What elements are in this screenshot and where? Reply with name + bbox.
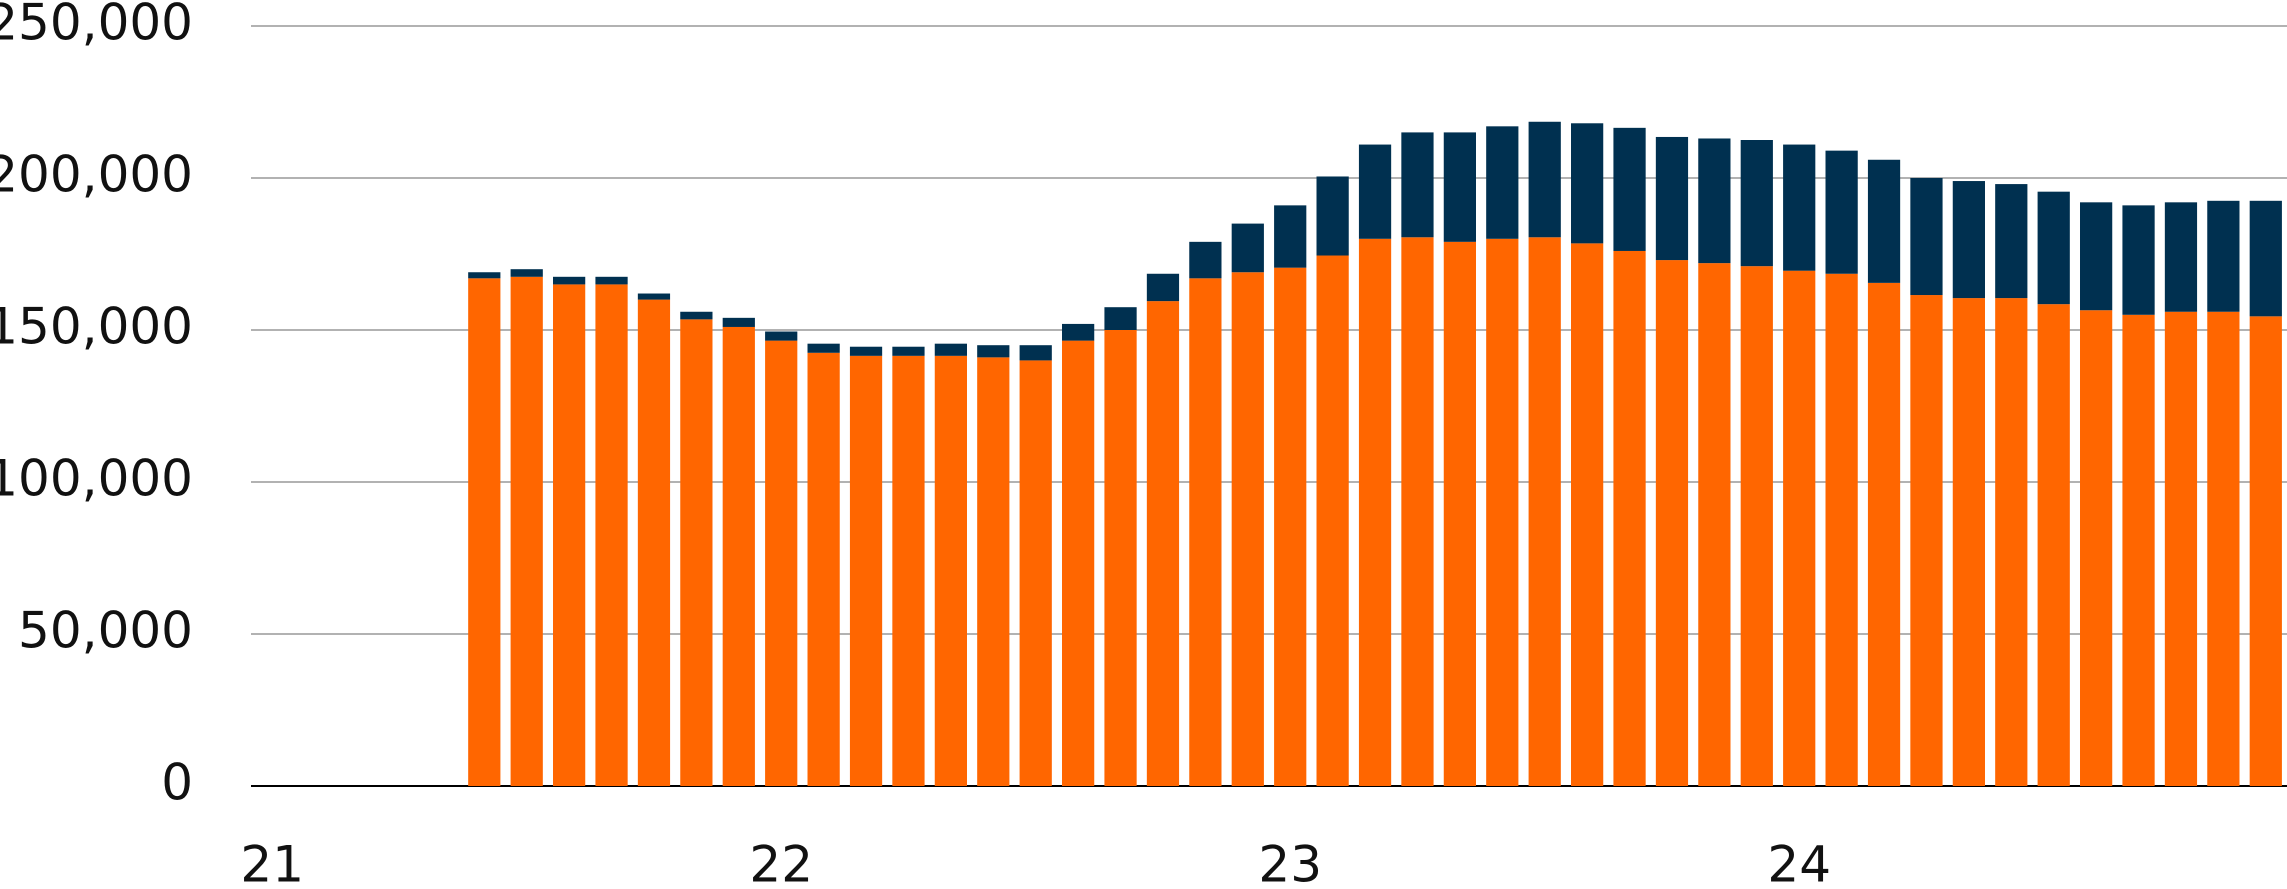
bar-segment	[2207, 311, 2240, 786]
bar-segment	[1316, 255, 1349, 786]
bar-segment	[680, 319, 713, 786]
bar-segment	[2249, 200, 2282, 317]
bar-segment	[722, 317, 755, 327]
bar-segment	[892, 355, 925, 786]
y-tick-label: 50,000	[18, 602, 193, 660]
bar-segment	[977, 345, 1010, 358]
bar-segment	[1019, 360, 1052, 786]
bar-segment	[1401, 132, 1434, 238]
bar-segment	[722, 326, 755, 786]
bar-segment	[1613, 127, 1646, 251]
bar-segment	[1952, 298, 1985, 786]
x-tick-label: 23	[1258, 836, 1322, 889]
bar-segment	[468, 272, 501, 279]
bar-segment	[2037, 304, 2070, 786]
bar-segment	[2164, 202, 2198, 312]
bar-segment	[1231, 272, 1264, 786]
bar-segment	[1740, 140, 1773, 267]
bar-segment	[1358, 238, 1392, 787]
bar-segment	[1825, 273, 1858, 786]
bar-segment	[807, 343, 840, 353]
bar-segment	[765, 340, 798, 786]
bar-segment	[1189, 241, 1222, 279]
bar-segment	[1062, 323, 1095, 341]
bar-segment	[1655, 136, 1689, 261]
bar-segment	[807, 352, 840, 786]
bar-segment	[2037, 191, 2070, 305]
bar-segment	[934, 355, 967, 786]
bar-segment	[510, 269, 543, 277]
bar-segment	[1231, 223, 1264, 273]
bar-segment	[1189, 278, 1222, 786]
bar-segment	[595, 276, 628, 285]
bar-segment	[849, 346, 883, 356]
bar-segment	[765, 331, 798, 341]
bar-segment	[1655, 260, 1689, 787]
bar-segment	[1486, 126, 1519, 239]
bar-segment	[595, 284, 628, 786]
bar-segment	[1528, 237, 1561, 786]
bar-segment	[1104, 307, 1137, 330]
bar-segment	[553, 276, 586, 285]
bar-segment	[1274, 267, 1307, 786]
x-tick-label: 22	[749, 836, 813, 889]
bar-segment	[1825, 150, 1858, 274]
bar-segment	[468, 278, 501, 786]
bar-segment	[1486, 238, 1519, 787]
y-tick-label: 150,000	[0, 298, 193, 356]
bar-segment	[2164, 311, 2198, 786]
bar-segment	[1910, 295, 1943, 786]
bar-segment	[892, 346, 925, 356]
bar-segment	[2207, 200, 2240, 312]
bar-segment	[2080, 202, 2113, 311]
bar-segment	[1783, 144, 1816, 271]
bar-segment	[510, 276, 543, 786]
bar-segment	[1316, 176, 1349, 256]
bar-segment	[2122, 205, 2155, 315]
bar-segment	[1613, 250, 1646, 786]
bar-segment	[1952, 181, 1985, 299]
bar-segment	[1146, 301, 1180, 786]
bar-segment	[1146, 273, 1180, 302]
bar-segment	[1571, 123, 1604, 244]
bar-segment	[2080, 310, 2113, 786]
x-tick-label: 24	[1767, 836, 1831, 889]
bar-segment	[1995, 298, 2028, 786]
bar-segment	[680, 311, 713, 320]
bar-segment	[1571, 243, 1604, 787]
bar-segment	[1698, 263, 1731, 786]
bar-segment	[1062, 340, 1095, 786]
y-tick-label: 0	[161, 754, 193, 812]
bar-segment	[2122, 314, 2155, 786]
bar-segment	[637, 299, 671, 786]
y-tick-label: 100,000	[0, 450, 193, 508]
bar-segment	[553, 284, 586, 786]
bar-segment	[1401, 237, 1434, 786]
bar-segment	[977, 357, 1010, 786]
bar-segment	[1443, 241, 1476, 787]
y-tick-label: 200,000	[0, 146, 193, 204]
bar-segment	[1443, 132, 1476, 242]
bar-segment	[1740, 266, 1773, 786]
x-tick-label: 21	[240, 836, 304, 889]
bar-segment	[1867, 159, 1901, 283]
bar-segment	[1783, 270, 1816, 787]
bar-segment	[1867, 282, 1901, 786]
y-tick-label: 250,000	[0, 0, 193, 52]
bar-segment	[849, 355, 883, 786]
bar-segment	[1358, 144, 1392, 239]
bar-segment	[1995, 184, 2028, 299]
bar-segment	[1104, 330, 1137, 786]
bar-segment	[1274, 205, 1307, 268]
bar-segment	[934, 343, 967, 356]
bar-segment	[1019, 345, 1052, 361]
bar-segment	[1910, 178, 1943, 296]
bar-segment	[637, 293, 671, 300]
bar-segment	[2249, 316, 2282, 786]
bar-segment	[1528, 121, 1561, 238]
bar-segment	[1698, 138, 1731, 264]
